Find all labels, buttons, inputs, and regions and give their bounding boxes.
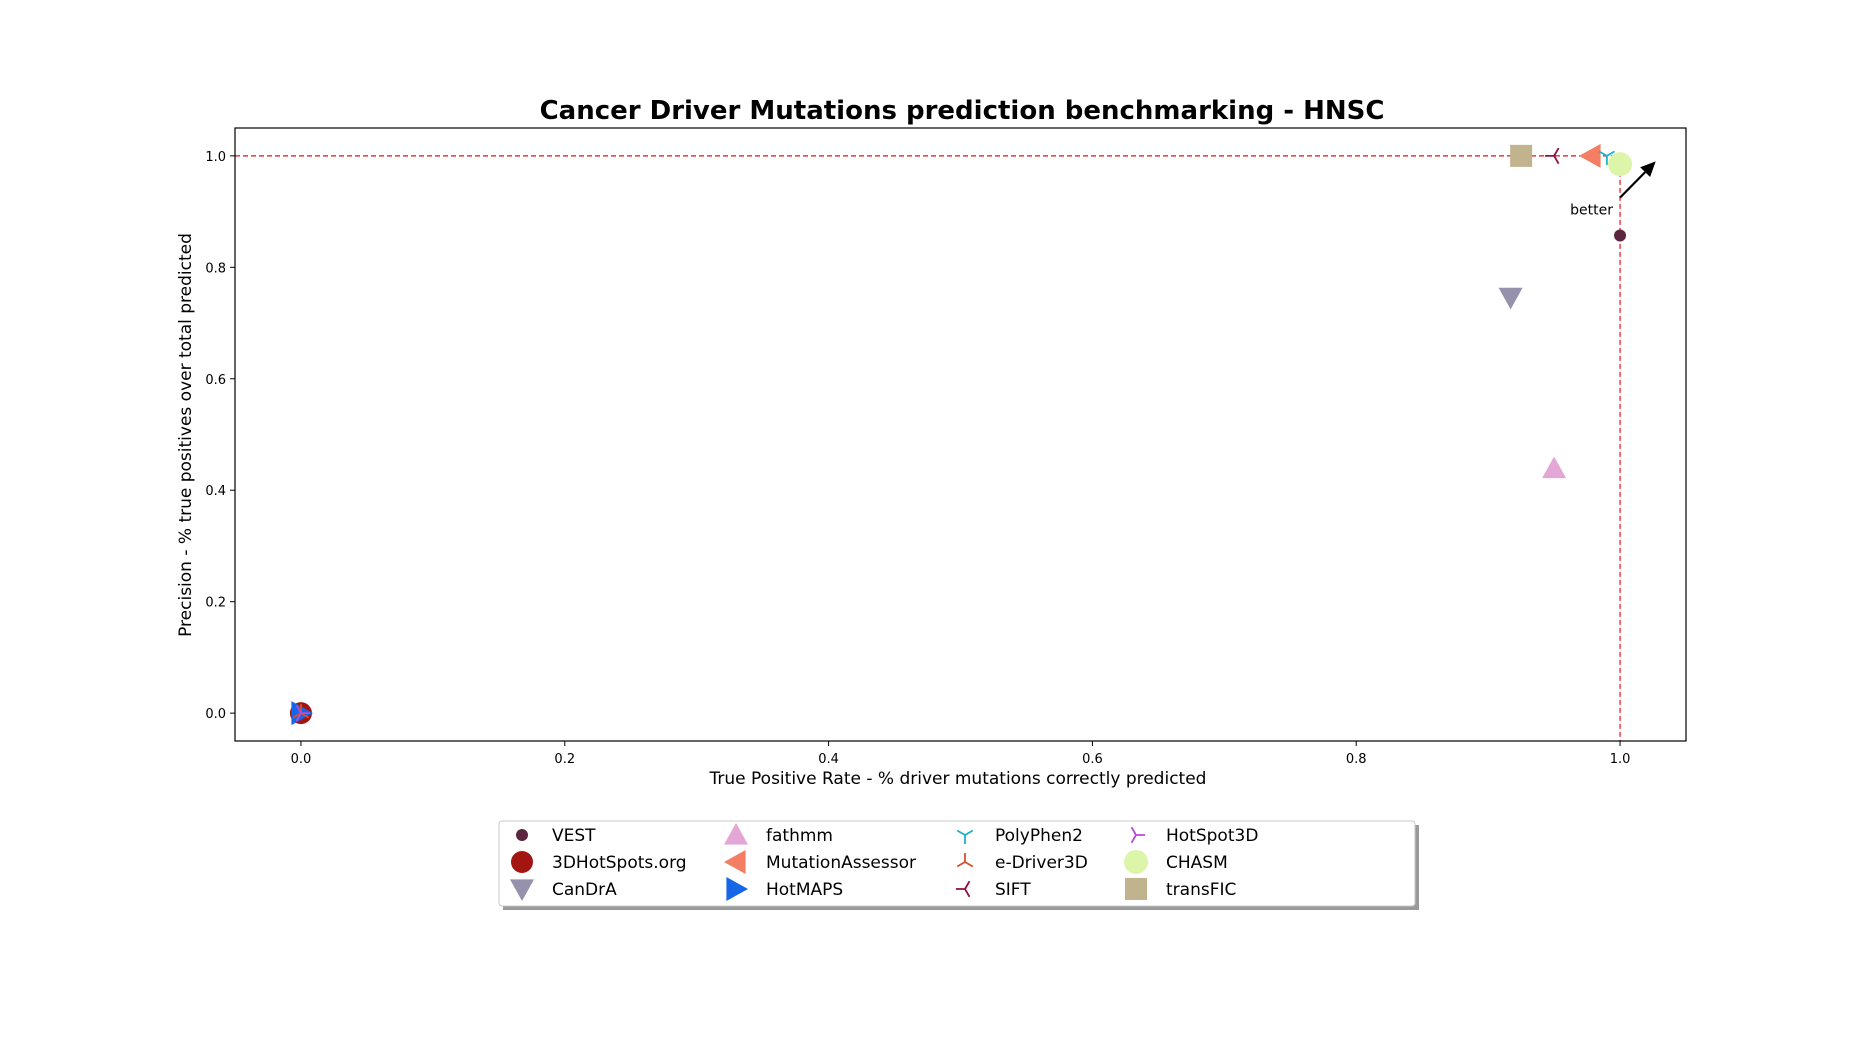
legend-item: PolyPhen2 [956,826,1083,846]
point-candra [1498,287,1523,310]
plot-background [235,128,1686,741]
y-axis-label: Precision - % true positives over total … [176,233,196,637]
point-hotspot3d [295,704,311,722]
point-vest [1614,229,1627,242]
legend-label: e-Driver3D [995,853,1088,873]
legend-item: transFIC [1125,878,1236,900]
point-sift [1545,147,1560,165]
legend-marker [956,853,974,868]
legend-label: transFIC [1166,880,1236,900]
annotation-arrow-shaft [1619,171,1646,199]
legend-item: CanDrA [510,879,617,901]
better-annotation: better [1570,161,1656,219]
point-polyphen2 [1598,150,1616,165]
point-transfic [1510,144,1533,167]
legend-label: SIFT [995,880,1031,900]
legend-marker [724,823,748,845]
plot-frame [234,127,1687,742]
legend-item: HotMAPS [726,877,843,901]
y-tick-label: 0.8 [205,261,226,276]
legend-item: MutationAssessor [724,850,916,874]
legend-marker [956,880,971,898]
legend-marker [516,829,528,841]
legend-marker [1124,850,1148,874]
y-tick-label: 1.0 [205,150,226,165]
annotation-arrow-head [1640,161,1656,177]
legend-label: fathmm [766,826,833,846]
legend-item: 3DHotSpots.org [511,851,687,873]
y-tick-label: 0.0 [205,707,226,722]
legend: VEST 3DHotSpots.org CanDrA fathmm MutationAs… [498,820,1419,910]
point-fathmm [1542,456,1567,479]
x-tick-label: 0.4 [818,752,839,767]
chart-title: Cancer Driver Mutations prediction bench… [540,96,1385,126]
legend-label: PolyPhen2 [995,826,1083,846]
legend-label: MutationAssessor [766,853,916,873]
legend-label: HotSpot3D [1166,826,1258,846]
legend-marker [726,877,748,901]
legend-item: e-Driver3D [956,853,1088,873]
legend-marker [724,850,746,874]
legend-label: 3DHotSpots.org [552,853,687,873]
legend-marker [956,829,974,844]
x-tick-label: 0.8 [1346,752,1367,767]
legend-item: CHASM [1124,850,1228,874]
x-tick-label: 1.0 [1610,752,1631,767]
x-tick-label: 0.0 [291,752,312,767]
x-axis-label: True Positive Rate - % driver mutations … [709,769,1207,789]
legend-label: CHASM [1166,853,1228,873]
x-tick-label: 0.2 [554,752,575,767]
legend-marker [1130,826,1145,844]
axis-ticks: 0.0 0.2 0.4 0.6 0.8 1.0 0.0 0.2 0.4 0.6 0.8 1.0 [205,150,1630,767]
legend-item: fathmm [724,823,833,846]
legend-label: HotMAPS [766,880,843,900]
plot-area [235,128,1686,741]
legend-marker [510,879,534,901]
y-tick-label: 0.2 [205,596,226,611]
legend-label: VEST [552,826,596,846]
legend-item: HotSpot3D [1130,826,1258,846]
legend-marker [511,851,533,873]
y-tick-label: 0.6 [205,373,226,388]
y-tick-label: 0.4 [205,484,226,499]
point-chasm [1608,152,1633,177]
x-tick-label: 0.6 [1082,752,1103,767]
annotation-label: better [1570,203,1613,219]
point-mutationassessor [1579,143,1601,168]
data-points [289,143,1633,726]
legend-marker [1125,878,1147,900]
legend-label: CanDrA [552,880,617,900]
legend-item: SIFT [956,880,1031,900]
legend-item: VEST [516,826,596,846]
